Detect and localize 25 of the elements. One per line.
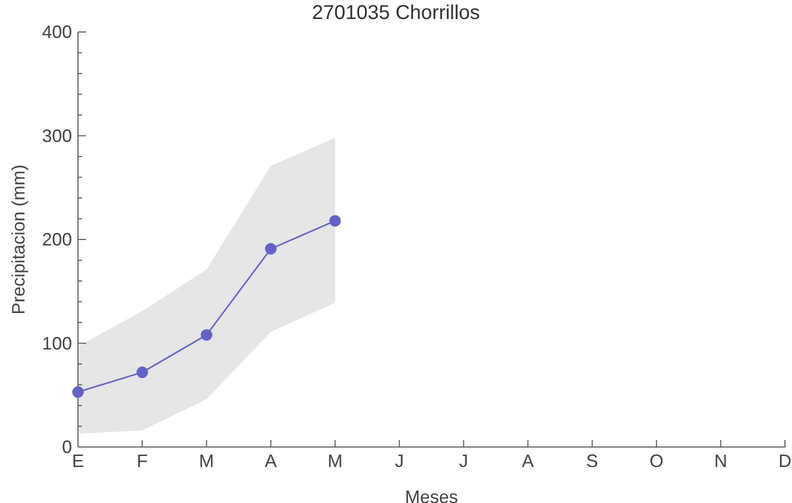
y-tick-label: 0	[62, 437, 72, 457]
x-tick-label: S	[586, 450, 598, 471]
point	[329, 215, 341, 227]
x-tick-label: N	[714, 450, 728, 471]
point	[265, 243, 277, 255]
x-tick-label: D	[778, 450, 792, 471]
x-tick-label: M	[199, 450, 214, 471]
point	[72, 386, 84, 398]
x-tick-label: E	[72, 450, 84, 471]
x-tick-label: J	[459, 450, 468, 471]
x-tick-label: O	[649, 450, 664, 471]
x-tick-label: A	[522, 450, 534, 471]
x-tick-label: J	[394, 450, 404, 471]
x-axis-title: Meses	[404, 487, 458, 503]
x-tick-label: M	[328, 450, 343, 471]
point	[136, 366, 148, 378]
y-axis-title: Precipitacion (mm)	[8, 164, 28, 315]
x-tick-label: A	[264, 450, 277, 471]
y-tick-label: 300	[42, 126, 72, 146]
point	[200, 329, 212, 341]
x-tick-label: F	[136, 450, 148, 471]
y-tick-label: 400	[42, 22, 72, 42]
y-tick-label: 200	[42, 230, 72, 250]
chart-title: 2701035 Chorrillos	[312, 2, 480, 24]
y-tick-label: 100	[42, 333, 72, 354]
